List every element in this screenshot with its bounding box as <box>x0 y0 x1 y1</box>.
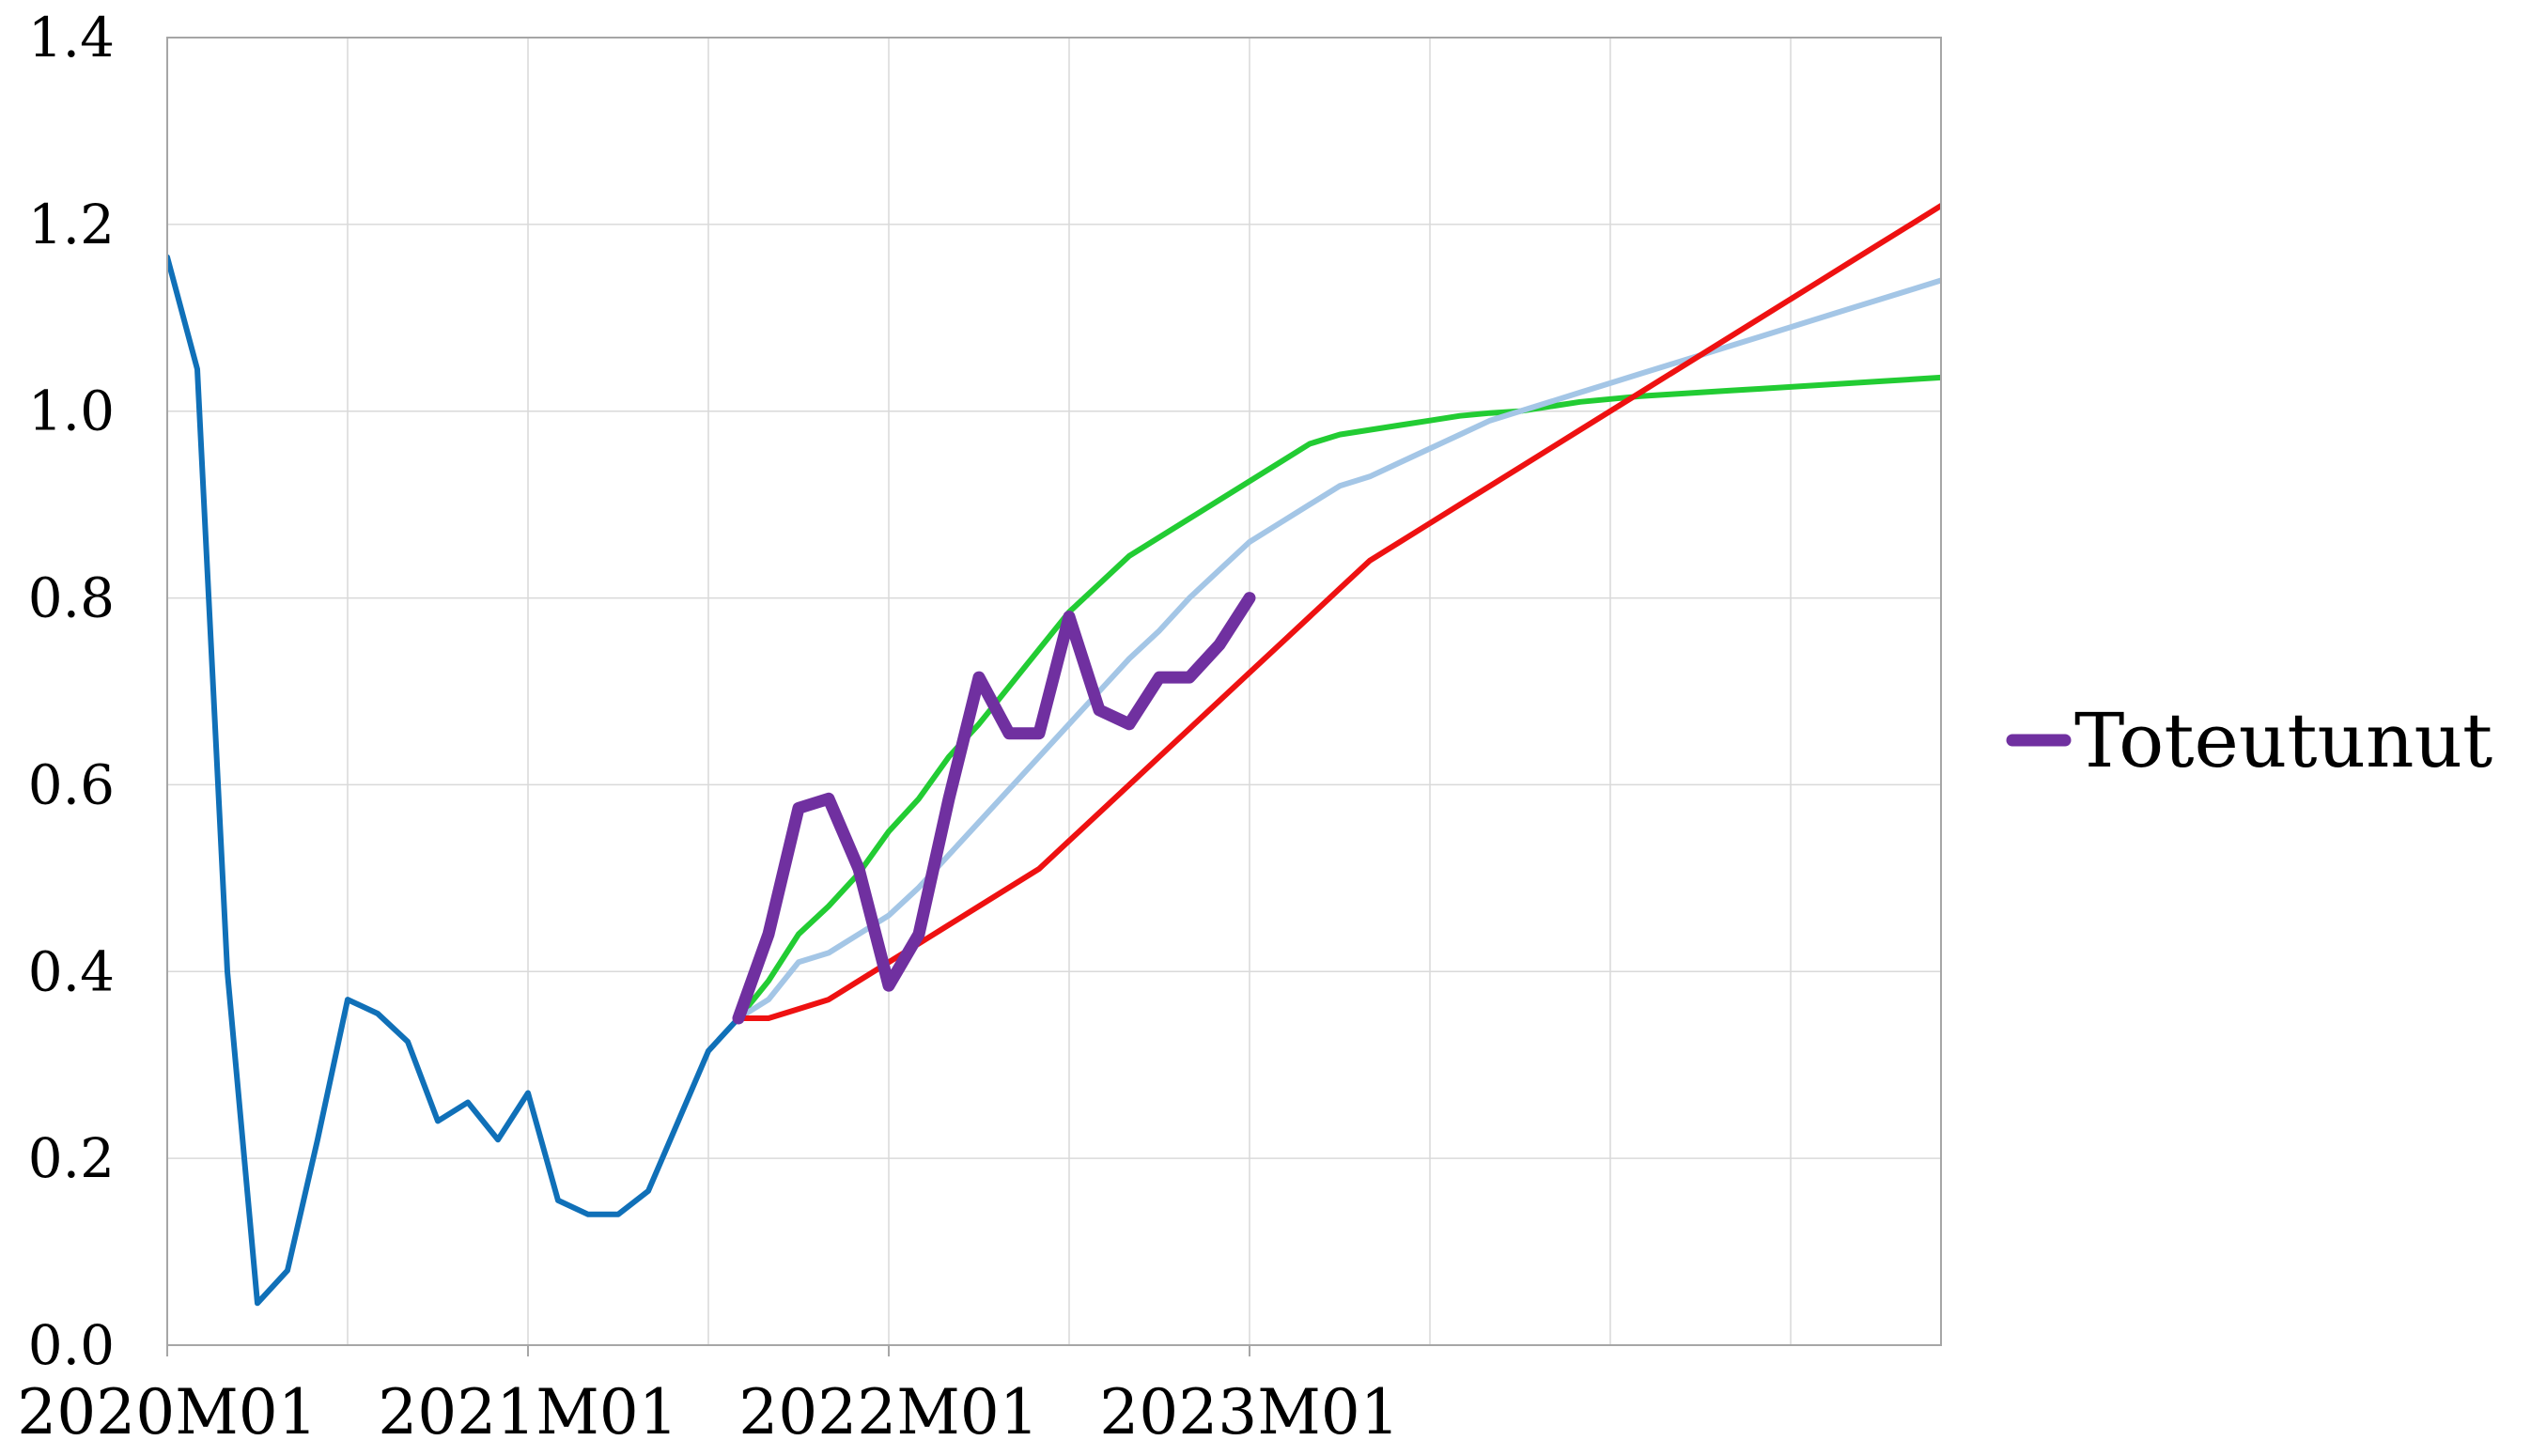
y-tick-label: 0.8 <box>28 566 115 630</box>
y-tick-label: 0.2 <box>28 1126 115 1190</box>
x-tick-label: 2020M01 <box>17 1376 318 1448</box>
y-tick-label: 0.0 <box>28 1313 115 1377</box>
x-tick-label: 2023M01 <box>1099 1376 1400 1448</box>
series-line-1 <box>167 254 741 1307</box>
x-tick-label: 2021M01 <box>378 1376 678 1448</box>
series-line-2 <box>736 374 1941 1021</box>
series-lines <box>167 203 1941 1307</box>
y-tick-label: 0.6 <box>28 752 115 816</box>
series-line-4 <box>736 203 1941 1021</box>
legend-label: Toteutunut <box>2074 697 2492 784</box>
y-tick-label: 1.4 <box>28 6 115 70</box>
y-tick-label: 1.2 <box>28 193 115 256</box>
gridlines <box>167 37 1941 1346</box>
axes: 0.0 0.2 0.4 0.6 0.8 1.0 1.2 1.4 2020M01 2021M01 20… <box>17 6 1942 1448</box>
plot-frame <box>166 37 1942 1346</box>
x-tick-label: 2022M01 <box>738 1376 1039 1448</box>
y-tick-label: 1.0 <box>28 379 115 443</box>
legend: Toteutunut <box>2006 697 2492 784</box>
series-line-toteutunut <box>732 592 1256 1025</box>
y-tick-label: 0.4 <box>28 939 115 1003</box>
